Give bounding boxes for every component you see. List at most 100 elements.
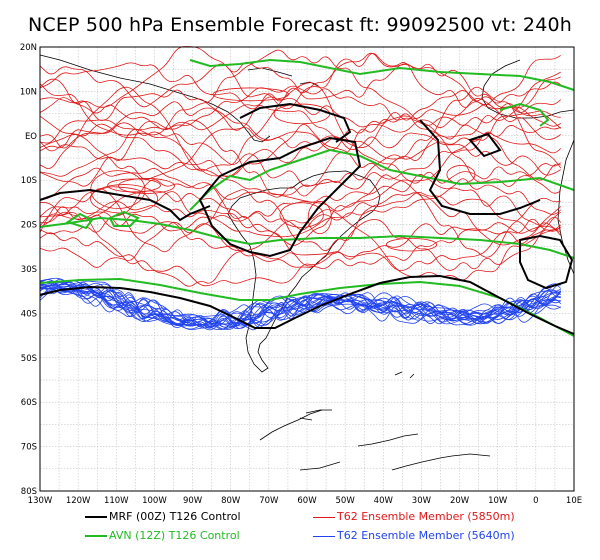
coastline-segment: [259, 409, 323, 441]
legend-mrf: MRF (00Z) T126 Control: [85, 510, 241, 523]
lat-tick-label: 20N: [20, 43, 37, 53]
legend-t62-red: T62 Ensemble Member (5850m): [313, 510, 515, 523]
mrf-contour: [519, 234, 574, 290]
legend-t62-red-swatch: [313, 516, 335, 518]
red-contour: [39, 209, 561, 287]
legend-mrf-label: MRF (00Z) T126 Control: [109, 510, 241, 523]
coastline-segment: [299, 461, 341, 471]
coastline-segment: [299, 417, 313, 421]
lon-tick-label: 40W: [374, 496, 394, 506]
lon-tick-label: 80W: [221, 496, 241, 506]
red-contour-loop: [90, 184, 159, 214]
blue-contour: [39, 280, 561, 331]
lon-tick-label: 50W: [336, 496, 356, 506]
lon-tick-label: 90W: [183, 496, 203, 506]
lon-tick-label: 110W: [104, 496, 129, 506]
lat-tick-label: 60S: [21, 398, 37, 408]
legend-avn-swatch: [85, 535, 107, 537]
avn-contour: [65, 212, 94, 230]
map-frame: [39, 46, 575, 492]
blue-contour: [39, 280, 561, 329]
lat-tick-label: 10N: [20, 87, 37, 97]
red-contour: [39, 122, 561, 190]
lat-tick-label: 80S: [21, 487, 37, 497]
red-contour: [39, 212, 561, 269]
avn-contour: [39, 277, 575, 337]
lat-tick-label: 10S: [21, 176, 37, 186]
lat-tick-label: 70S: [21, 443, 37, 453]
coastline-segment: [305, 409, 332, 414]
lat-tick-label: 30S: [21, 265, 37, 275]
mrf-contour: [39, 274, 575, 335]
lon-tick-label: 60W: [297, 496, 317, 506]
lon-tick-label: 0: [533, 496, 538, 506]
legend-t62-blue-label: T62 Ensemble Member (5640m): [337, 529, 515, 542]
legend-t62-blue-swatch: [313, 535, 335, 537]
red-contour: [39, 96, 561, 133]
lon-tick-label: 10W: [488, 496, 508, 506]
red-contour: [39, 61, 561, 109]
mrf-contour: [198, 136, 362, 258]
red-contour: [39, 200, 561, 272]
coastline-segment: [481, 59, 575, 119]
legend-mrf-swatch: [85, 516, 107, 518]
coastline-segment: [299, 81, 319, 87]
blue-contour: [39, 284, 562, 327]
blue-spaghetti: [39, 277, 562, 331]
lat-tick-label: 20S: [21, 221, 37, 231]
lon-tick-label: 120W: [66, 496, 91, 506]
lat-tick-label: 40S: [21, 309, 37, 319]
red-contour: [39, 166, 561, 212]
red-contour-loop: [385, 237, 438, 252]
red-contour: [39, 101, 561, 149]
avn-contour: [108, 210, 140, 227]
legend-avn-label: AVN (12Z) T126 Control: [109, 529, 240, 542]
graticule: [40, 47, 575, 491]
avn-contour: [189, 58, 575, 91]
avn-contour: [499, 102, 550, 127]
blue-contour: [39, 279, 561, 328]
coastline-segment: [557, 139, 575, 275]
lat-tick-label: EO: [25, 132, 37, 142]
lon-tick-label: 100W: [142, 496, 167, 506]
legend-t62-red-label: T62 Ensemble Member (5850m): [337, 510, 515, 523]
blue-contour: [39, 284, 561, 326]
blue-contour: [39, 278, 562, 329]
red-contour: [39, 124, 561, 181]
lat-tick-label: 50S: [21, 354, 37, 364]
lon-tick-label: 30W: [412, 496, 432, 506]
avn-contour: [39, 216, 575, 259]
mrf-contour: [419, 119, 541, 215]
coastline-segment: [394, 371, 403, 376]
coastline-segment: [409, 373, 415, 379]
legend-t62-blue: T62 Ensemble Member (5640m): [313, 529, 515, 542]
red-contour: [39, 89, 561, 151]
red-spaghetti: [39, 46, 562, 287]
coastline-segment: [227, 170, 381, 373]
coastline-segment: [357, 433, 419, 447]
red-contour: [39, 85, 561, 131]
lon-tick-label: 70W: [259, 496, 279, 506]
red-contour: [39, 132, 561, 178]
lon-tick-label: 10E: [566, 496, 582, 506]
chart-title: NCEP 500 hPa Ensemble Forecast ft: 99092…: [27, 14, 573, 36]
avn-contour: [189, 148, 575, 211]
green-contours: [39, 58, 575, 337]
lon-tick-label: 20W: [450, 496, 470, 506]
red-contour-loop: [279, 202, 324, 228]
red-contour: [39, 52, 561, 110]
mrf-contour: [239, 102, 352, 143]
red-contour: [39, 49, 561, 138]
red-contour: [39, 113, 561, 196]
coastline-segment: [391, 453, 491, 471]
mrf-contour: [468, 132, 502, 158]
blue-contour: [39, 281, 561, 330]
lon-tick-label: 130W: [28, 496, 53, 506]
red-contour: [39, 105, 561, 182]
red-contour-loop: [212, 87, 289, 102]
red-contour: [39, 219, 561, 271]
coastline-segment: [247, 67, 293, 77]
red-contour: [39, 174, 561, 246]
